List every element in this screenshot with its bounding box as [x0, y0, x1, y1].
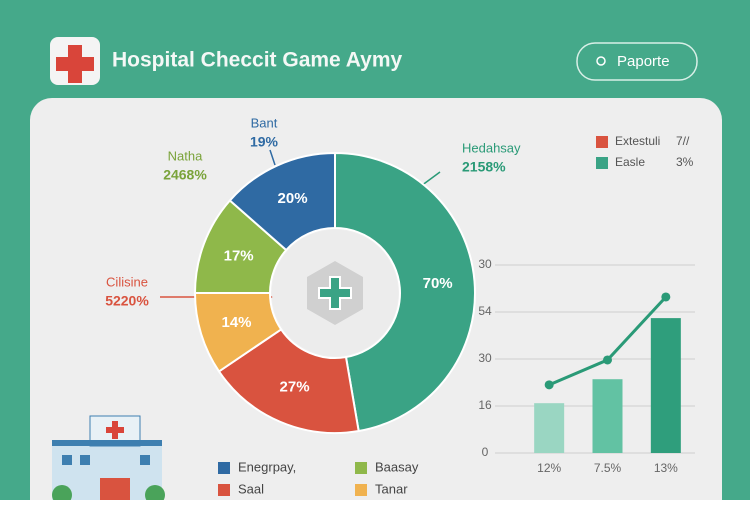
- legend-label: Baasay: [375, 459, 419, 474]
- segment-label: 14%: [221, 314, 251, 331]
- annotation-name: Cilisine: [106, 274, 148, 289]
- legend-note: 7//: [676, 134, 690, 148]
- legend-swatch: [355, 462, 367, 474]
- roof-band: [52, 440, 162, 446]
- window: [62, 455, 72, 465]
- center-cross: [318, 276, 352, 310]
- annotation-value: 5220%: [105, 293, 149, 309]
- legend-note: 3%: [676, 155, 694, 169]
- window: [80, 455, 90, 465]
- segment-label: 17%: [224, 248, 254, 265]
- line-point: [661, 292, 671, 302]
- annotation-name: Hedahsay: [462, 140, 521, 155]
- annotation-name: Natha: [168, 148, 203, 163]
- window: [140, 455, 150, 465]
- segment-label: 20%: [278, 190, 308, 207]
- legend-swatch: [596, 157, 608, 169]
- annotation-value: 19%: [250, 134, 279, 150]
- donut-segment: [228, 151, 336, 252]
- app-title: Hospital Checcit Game Aymy: [112, 49, 403, 72]
- leader-line: [269, 149, 276, 166]
- legend-swatch: [355, 484, 367, 496]
- hospital-cross: [106, 421, 124, 439]
- segment-label: 27%: [280, 379, 310, 396]
- bar: [592, 379, 623, 453]
- legend-label: Enegrpay,: [238, 459, 296, 474]
- legend-swatch: [218, 462, 230, 474]
- annotation-value: 2468%: [163, 167, 207, 183]
- line-point: [544, 380, 554, 390]
- legend-label: Extestuli: [615, 134, 660, 148]
- legend-label: Tanar: [375, 481, 408, 496]
- x-tick-label: 13%: [654, 461, 678, 475]
- legend-swatch: [596, 136, 608, 148]
- cross-icon: [56, 45, 94, 83]
- line-point: [603, 355, 612, 365]
- x-tick-label: 7.5%: [594, 461, 622, 475]
- door: [100, 478, 130, 500]
- donut-segment: [334, 151, 476, 433]
- y-tick-label: 30: [478, 257, 492, 271]
- x-tick-label: 12%: [537, 461, 561, 475]
- y-tick-label: 30: [478, 351, 492, 365]
- legend-label: Easle: [615, 155, 645, 169]
- button[interactable]: [576, 42, 698, 81]
- button-icon: [596, 56, 606, 66]
- segment-label: 70%: [423, 275, 453, 292]
- bar: [534, 403, 565, 453]
- annotation-value: 2158%: [462, 159, 506, 175]
- legend-swatch: [218, 484, 230, 496]
- donut-segment: [217, 328, 360, 434]
- annotation-name: Bant: [251, 115, 278, 130]
- y-tick-label: 16: [478, 398, 492, 412]
- y-tick-label: 0: [482, 445, 489, 459]
- legend-label: Saal: [238, 481, 264, 496]
- y-tick-label: 54: [478, 304, 492, 318]
- bar: [650, 318, 681, 453]
- button-label[interactable]: Paporte: [617, 53, 670, 70]
